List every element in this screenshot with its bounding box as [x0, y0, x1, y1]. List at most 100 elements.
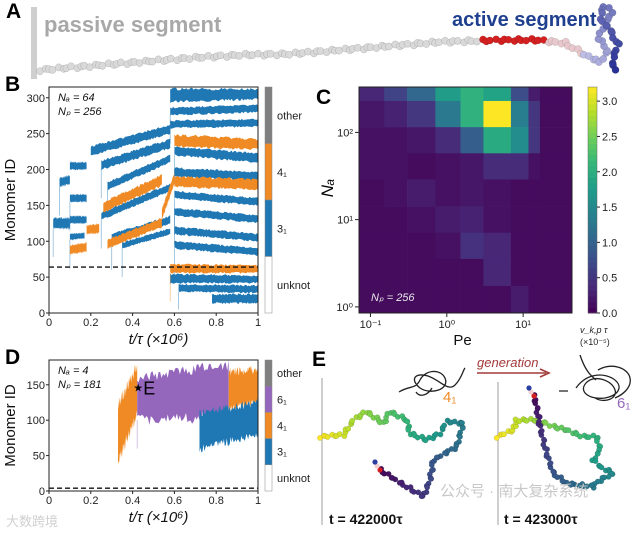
monomer-bead: [166, 54, 175, 63]
x-tick-label: 1: [255, 495, 261, 507]
heatmap-cell: [510, 179, 529, 207]
monomer-bead: [543, 451, 550, 458]
watermark-bottom: 大数跨境: [6, 514, 58, 529]
heatmap-cell: [528, 232, 541, 260]
monomer-bead: [285, 51, 294, 59]
monomer-bead: [216, 51, 225, 60]
colorbar-segment: [588, 120, 597, 128]
knot-band-31: [101, 138, 171, 171]
knot-band-31: [170, 87, 258, 103]
x-axis-label: t/τ (×10⁶): [129, 331, 189, 348]
monomer-bead: [594, 438, 600, 445]
heatmap-cell: [359, 206, 385, 234]
monomer-bead: [48, 66, 57, 74]
x-tick-label: 0.8: [209, 317, 224, 329]
heatmap-cell: [384, 258, 408, 287]
knot-label-right: 6₁: [617, 395, 630, 412]
active-tip-bead: [528, 389, 534, 395]
knot-band-31: [199, 399, 258, 453]
colorbar-segment: [588, 200, 597, 207]
knot-band-41: [86, 223, 100, 235]
monomer-bead: [541, 436, 547, 443]
heatmap-cell: [384, 127, 408, 154]
legend-swatch-unknot: [264, 256, 273, 314]
legend-label-41: 4₁: [277, 167, 287, 179]
colorbar-segment: [588, 216, 597, 224]
y-tick-label: 200: [27, 165, 45, 177]
heatmap-cell: [384, 179, 408, 207]
legend-label-31: 3₁: [277, 223, 287, 235]
colorbar-segment: [588, 262, 597, 269]
knot-label-left: 4₁: [443, 389, 456, 406]
y-tick-label: 50: [33, 451, 45, 463]
monomer-bead: [500, 431, 507, 438]
x-tick-label: 10⁻¹: [360, 319, 382, 331]
monomer-bead: [385, 42, 393, 51]
heatmap-cell: [539, 258, 573, 287]
polymer-chain-right: [493, 385, 616, 491]
heatmap-cell: [528, 153, 541, 180]
colorbar-tick-label: 1.0: [602, 237, 617, 249]
monomer-bead: [335, 46, 343, 55]
y-tick-label: 300: [27, 93, 45, 105]
colorbar-segment: [588, 284, 597, 291]
monomer-bead: [437, 431, 444, 438]
generation-label: generation: [477, 355, 538, 370]
x-tick-label: 0.2: [83, 495, 98, 507]
heatmap-cell: [510, 153, 529, 180]
x-tick-label: 0: [46, 317, 52, 329]
heatmap-cell: [359, 100, 385, 128]
monomer-bead: [405, 426, 412, 433]
heatmap-cell: [435, 206, 461, 234]
heatmap-cell: [435, 100, 461, 128]
annotation: Nₐ = 64: [58, 92, 95, 104]
monomer-bead: [457, 433, 463, 440]
time-label-right: t = 423000τ: [504, 511, 578, 527]
legend-label-31: 3₁: [277, 447, 287, 459]
legend-swatch-61: [264, 385, 273, 413]
knot-band-31: [174, 167, 258, 181]
knot-band-31: [174, 190, 258, 206]
monomer-bead: [185, 55, 194, 63]
knot-band-31: [69, 161, 87, 171]
heatmap-cell: [384, 206, 408, 234]
monomer-bead: [459, 425, 466, 431]
colorbar-unit: (×10⁻⁵): [580, 337, 610, 347]
y-tick-label: 50: [33, 272, 45, 284]
annotation: Nₚ = 256: [58, 106, 102, 118]
heatmap-cell: [460, 258, 484, 287]
monomer-bead: [388, 474, 395, 481]
heatmap-cell: [483, 206, 512, 234]
heatmap-cell: [528, 285, 541, 314]
knot-band-41: [228, 365, 258, 412]
heatmap-cell: [435, 87, 461, 102]
heatmap-cell: [407, 153, 436, 180]
knot-diagram-4-1: [398, 367, 466, 396]
heatmap-cell: [460, 285, 484, 314]
legend-label-unknot: unknot: [277, 473, 310, 485]
colorbar-segment: [588, 307, 597, 314]
heatmap-cell: [483, 100, 512, 128]
colorbar-segment: [588, 296, 597, 303]
legend-swatch-other: [264, 359, 273, 387]
colorbar-segment: [588, 154, 597, 161]
knot-band-31: [53, 217, 70, 230]
heatmap-cell: [539, 179, 573, 207]
heatmap-cell: [539, 232, 573, 260]
heatmap-cell: [384, 100, 408, 128]
colorbar-segment: [588, 194, 597, 201]
heatmap-cell: [460, 100, 484, 128]
monomer-bead: [424, 484, 431, 491]
monomer-bead: [542, 419, 549, 426]
colorbar-tick-label: 1.5: [602, 202, 617, 214]
x-axis-label: t/τ (×10⁶): [129, 509, 189, 526]
colorbar-segment: [588, 250, 597, 257]
heatmap-cell: [359, 87, 385, 102]
heatmap-cell: [510, 258, 529, 287]
heatmap-cell: [483, 258, 512, 287]
heatmap-cell: [510, 87, 529, 102]
heatmap-cell: [460, 179, 484, 207]
panel-a: A passive segment active segment: [6, 0, 623, 79]
knot-band-41: [103, 174, 162, 213]
knot-band-31: [170, 118, 258, 129]
